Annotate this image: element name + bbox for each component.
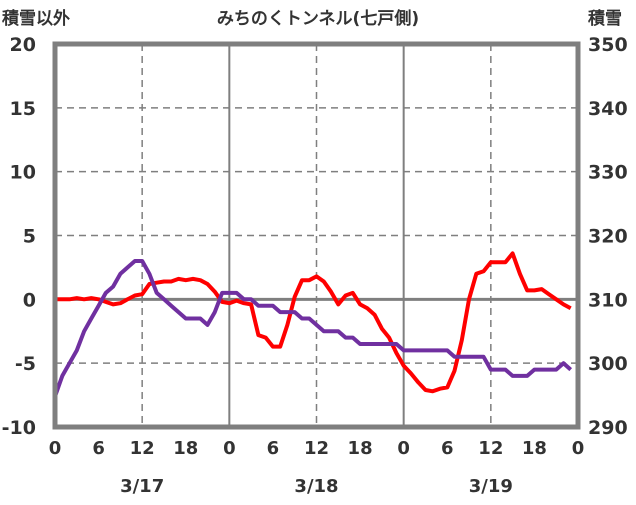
x-tick-label: 0	[223, 438, 236, 459]
day-label: 3/19	[469, 476, 513, 497]
left-axis-label: 積雪以外	[2, 8, 70, 29]
day-label: 3/18	[294, 476, 338, 497]
x-tick-label: 0	[49, 438, 62, 459]
x-tick-label: 12	[478, 438, 503, 459]
axis-labels: 積雪以外 みちのくトンネル(七戸側) 積雪	[2, 8, 622, 29]
day-label: 3/17	[120, 476, 164, 497]
x-tick-label: 6	[92, 438, 105, 459]
y-left-tick-label: 15	[10, 98, 36, 120]
y-right-tick-label: 290	[588, 417, 628, 439]
series-line-temperature	[55, 251, 572, 394]
right-axis-label: 積雪	[588, 8, 622, 29]
y-left-tick-label: 5	[23, 226, 36, 248]
y-right-tick-label: 300	[588, 353, 628, 375]
y-right-tick-label: 330	[588, 162, 628, 184]
x-tick-label: 18	[348, 438, 373, 459]
y-left-tick-label: -5	[15, 353, 36, 375]
y-left-tick-label: -10	[2, 417, 36, 439]
series-lines	[53, 251, 573, 398]
x-tick-label: 12	[304, 438, 329, 459]
x-tick-label: 6	[267, 438, 280, 459]
y-right-tick-label: 350	[588, 34, 628, 56]
series-line-snow_depth	[53, 259, 573, 398]
x-tick-label: 18	[522, 438, 547, 459]
y-right-tick-label: 320	[588, 226, 628, 248]
x-tick-label: 12	[130, 438, 155, 459]
y-left-tick-label: 20	[10, 34, 36, 56]
chart-title: みちのくトンネル(七戸側)	[217, 8, 419, 29]
x-tick-label: 0	[397, 438, 410, 459]
x-tick-label: 18	[173, 438, 198, 459]
x-tick-label: 0	[572, 438, 585, 459]
y-right-tick-label: 340	[588, 98, 628, 120]
y-left-tick-label: 10	[10, 162, 36, 184]
y-left-tick-label: 0	[23, 289, 36, 311]
plot-border	[52, 41, 581, 430]
x-tick-label: 6	[441, 438, 454, 459]
y-right-tick-label: 310	[588, 289, 628, 311]
